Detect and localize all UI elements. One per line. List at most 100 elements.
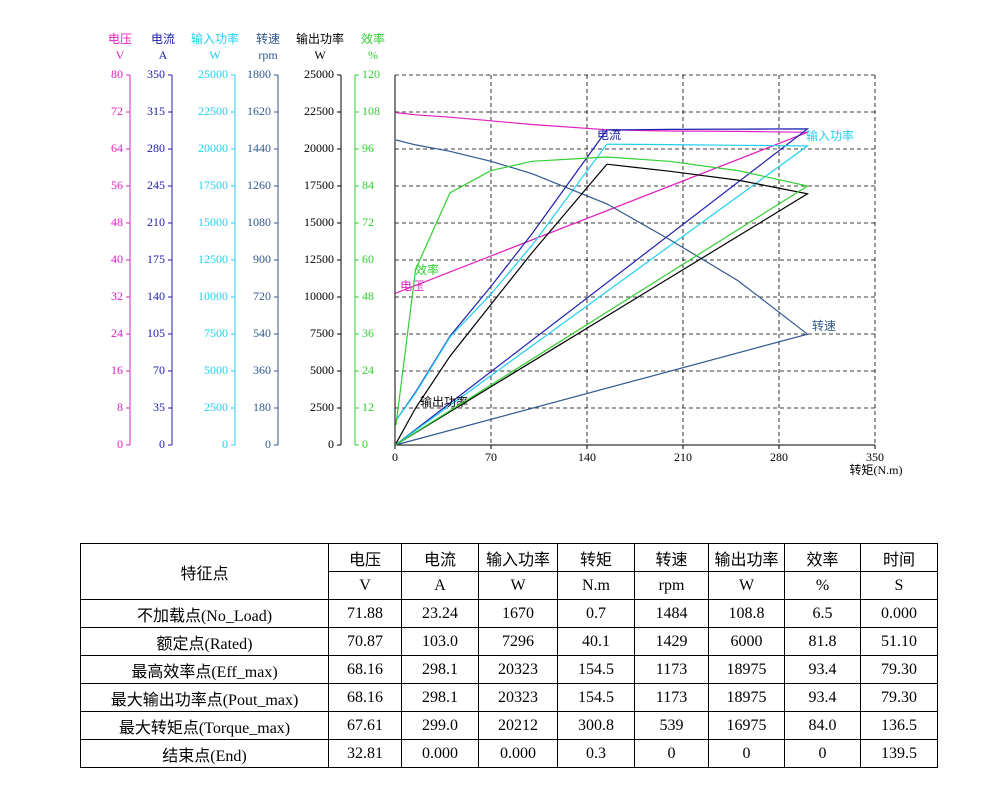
table-cell: 0 <box>784 739 861 768</box>
series-line <box>395 139 809 446</box>
table-cell: 154.5 <box>557 655 635 684</box>
y-tick-label: 360 <box>253 363 271 377</box>
table-cell: 不加载点(No_Load) <box>80 599 329 628</box>
table-cell: 93.4 <box>784 655 861 684</box>
x-tick-label: 70 <box>485 450 497 464</box>
y-tick-label: 2500 <box>204 400 228 414</box>
y-tick-label: 96 <box>362 141 374 155</box>
y-tick-label: 1800 <box>247 67 271 81</box>
y-tick-label: 20000 <box>198 141 228 155</box>
table-cell: 0.7 <box>557 599 635 628</box>
table-cell: 40.1 <box>557 627 635 656</box>
y-tick-label: 24 <box>362 363 374 377</box>
axis-unit: W <box>209 48 221 62</box>
axis-unit: V <box>116 48 125 62</box>
x-tick-label: 350 <box>866 450 884 464</box>
axis-unit: A <box>159 48 168 62</box>
table-cell: 67.61 <box>328 711 402 740</box>
table-cell: 18975 <box>708 655 785 684</box>
x-tick-label: 140 <box>578 450 596 464</box>
axis-unit: % <box>368 48 378 62</box>
table-cell: W <box>708 571 785 600</box>
table-cell: 93.4 <box>784 683 861 712</box>
table-cell: 84.0 <box>784 711 861 740</box>
table-cell: 298.1 <box>401 683 479 712</box>
data-table: 特征点 电压 电流 输入功率 转矩 转速 输出功率 效率 时间 V A W N.m rpm W% S 不加载点(… <box>80 543 938 768</box>
axis-name: 输出功率 <box>296 31 344 46</box>
x-axis-label: 转矩(N.m) <box>850 462 903 477</box>
series-label: 转速 <box>812 318 836 333</box>
axis-name: 效率 <box>361 31 385 46</box>
y-tick-label: 12500 <box>198 252 228 266</box>
x-tick-label: 0 <box>392 450 398 464</box>
y-tick-label: 280 <box>147 141 165 155</box>
table-cell: 139.5 <box>860 739 938 768</box>
y-tick-label: 84 <box>362 178 374 192</box>
y-tick-label: 7500 <box>310 326 334 340</box>
table-cell: 电压 <box>328 543 402 572</box>
axis-name: 电压 <box>108 32 132 46</box>
y-tick-label: 0 <box>222 437 228 451</box>
y-tick-label: 80 <box>111 67 123 81</box>
y-tick-label: 900 <box>253 252 271 266</box>
table-cell: 136.5 <box>860 711 938 740</box>
y-tick-label: 72 <box>362 215 374 229</box>
y-tick-label: 17500 <box>304 178 334 192</box>
table-row: 最大输出功率点(Pout_max) 68.16 298.1 20323 154.5 117… <box>80 683 938 712</box>
series-label: 输入功率 <box>806 128 854 143</box>
table-cell: 20212 <box>478 711 558 740</box>
series-line <box>395 112 808 294</box>
y-tick-label: 210 <box>147 215 165 229</box>
y-tick-label: 15000 <box>304 215 334 229</box>
table-cell: 71.88 <box>328 599 402 628</box>
x-tick-label: 280 <box>770 450 788 464</box>
y-tick-label: 32 <box>111 289 123 303</box>
y-tick-label: 64 <box>111 141 123 155</box>
table-cell: 1484 <box>634 599 709 628</box>
table-cell: 539 <box>634 711 709 740</box>
y-tick-label: 36 <box>362 326 374 340</box>
table-cell: 输出功率 <box>708 543 785 572</box>
table-cell: 299.0 <box>401 711 479 740</box>
y-tick-label: 8 <box>117 400 123 414</box>
y-tick-label: 12500 <box>304 252 334 266</box>
table-cell: 1173 <box>634 655 709 684</box>
table-row: 最高效率点(Eff_max) 68.16 298.1 20323 154.5 1173 18… <box>80 655 938 684</box>
table-row: 不加载点(No_Load) 71.88 23.24 1670 0.7 1484 108.8 6… <box>80 599 938 628</box>
y-tick-label: 24 <box>111 326 123 340</box>
y-tick-label: 70 <box>153 363 165 377</box>
y-tick-label: 0 <box>328 437 334 451</box>
table-cell: 0 <box>634 739 709 768</box>
y-tick-label: 5000 <box>204 363 228 377</box>
y-tick-label: 17500 <box>198 178 228 192</box>
axis-name: 转速 <box>256 31 280 46</box>
table-cell: 转矩 <box>557 543 635 572</box>
table-cell: 7296 <box>478 627 558 656</box>
y-tick-label: 72 <box>111 104 123 118</box>
table-cell: 6000 <box>708 627 785 656</box>
table-cell: 20323 <box>478 655 558 684</box>
y-tick-label: 0 <box>265 437 271 451</box>
y-tick-label: 350 <box>147 67 165 81</box>
table-row: 最大转矩点(Torque_max) 67.61 299.0 20212 300.8 539… <box>80 711 938 740</box>
y-tick-label: 40 <box>111 252 123 266</box>
table-cell: 最大输出功率点(Pout_max) <box>80 683 329 712</box>
x-tick-label: 210 <box>674 450 692 464</box>
table-cell: 298.1 <box>401 655 479 684</box>
table-cell: 1670 <box>478 599 558 628</box>
table-cell: 转速 <box>634 543 709 572</box>
axis-unit: rpm <box>258 48 278 62</box>
table-cell: 1173 <box>634 683 709 712</box>
table-cell: 效率 <box>784 543 861 572</box>
y-tick-label: 1440 <box>247 141 271 155</box>
table-cell: 70.87 <box>328 627 402 656</box>
y-tick-label: 48 <box>362 289 374 303</box>
y-tick-label: 48 <box>111 215 123 229</box>
y-tick-label: 25000 <box>198 67 228 81</box>
table-cell: 81.8 <box>784 627 861 656</box>
table-cell: 16975 <box>708 711 785 740</box>
table-cell: S <box>860 571 938 600</box>
table-cell: 300.8 <box>557 711 635 740</box>
table-cell: 结束点(End) <box>80 739 329 768</box>
table-cell: 18975 <box>708 683 785 712</box>
